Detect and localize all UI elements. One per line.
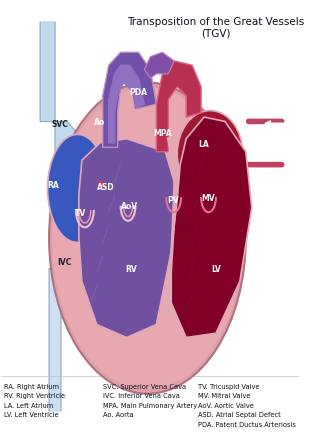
- Text: RA. Right Atrium: RA. Right Atrium: [4, 383, 60, 389]
- Text: SVC: SVC: [51, 120, 68, 129]
- Ellipse shape: [49, 83, 246, 394]
- Text: LA. Left Atrium: LA. Left Atrium: [4, 402, 54, 408]
- Polygon shape: [79, 139, 174, 338]
- Text: ASD. Atrial Septal Defect: ASD. Atrial Septal Defect: [198, 411, 281, 418]
- Polygon shape: [49, 269, 91, 411]
- Ellipse shape: [177, 112, 243, 197]
- Text: MV. Mitral Valve: MV. Mitral Valve: [198, 392, 251, 398]
- FancyArrowPatch shape: [266, 122, 288, 126]
- Text: MPA: MPA: [153, 128, 172, 138]
- Text: SVC. Superior Vena Cava: SVC. Superior Vena Cava: [103, 383, 186, 389]
- Text: Ao: Ao: [94, 118, 105, 127]
- Text: LV. Left Ventricle: LV. Left Ventricle: [4, 411, 59, 418]
- Ellipse shape: [52, 88, 243, 389]
- Text: RV. Right Ventricle: RV. Right Ventricle: [4, 392, 66, 398]
- Text: PV: PV: [167, 195, 179, 204]
- Polygon shape: [144, 53, 174, 79]
- Text: IVC. Inferior Vena Cava: IVC. Inferior Vena Cava: [103, 392, 180, 398]
- Ellipse shape: [48, 135, 107, 243]
- Polygon shape: [171, 118, 252, 338]
- Text: TV: TV: [75, 208, 86, 217]
- Text: LV: LV: [211, 264, 221, 273]
- Text: TV. Tricuspid Valve: TV. Tricuspid Valve: [198, 383, 260, 389]
- FancyArrowPatch shape: [266, 113, 288, 118]
- Text: MV: MV: [202, 193, 215, 202]
- Text: RA: RA: [48, 180, 60, 189]
- Polygon shape: [156, 62, 201, 152]
- Polygon shape: [103, 53, 156, 148]
- Text: RV: RV: [125, 264, 137, 273]
- Text: AoV: AoV: [121, 202, 138, 211]
- Polygon shape: [40, 23, 82, 165]
- Text: PDA. Patent Ductus Arteriosis: PDA. Patent Ductus Arteriosis: [198, 421, 296, 427]
- Text: ASD: ASD: [97, 182, 115, 191]
- Text: PDA: PDA: [130, 88, 148, 96]
- Text: MPA. Main Pulmonary Artery: MPA. Main Pulmonary Artery: [103, 402, 197, 408]
- Text: Transposition of the Great Vessels
(TGV): Transposition of the Great Vessels (TGV): [127, 16, 305, 39]
- Text: Ao. Aorta: Ao. Aorta: [103, 411, 133, 418]
- Text: LA: LA: [199, 139, 209, 148]
- Text: IVC: IVC: [57, 258, 71, 267]
- Text: AoV. Aortic Valve: AoV. Aortic Valve: [198, 402, 254, 408]
- Polygon shape: [109, 66, 144, 144]
